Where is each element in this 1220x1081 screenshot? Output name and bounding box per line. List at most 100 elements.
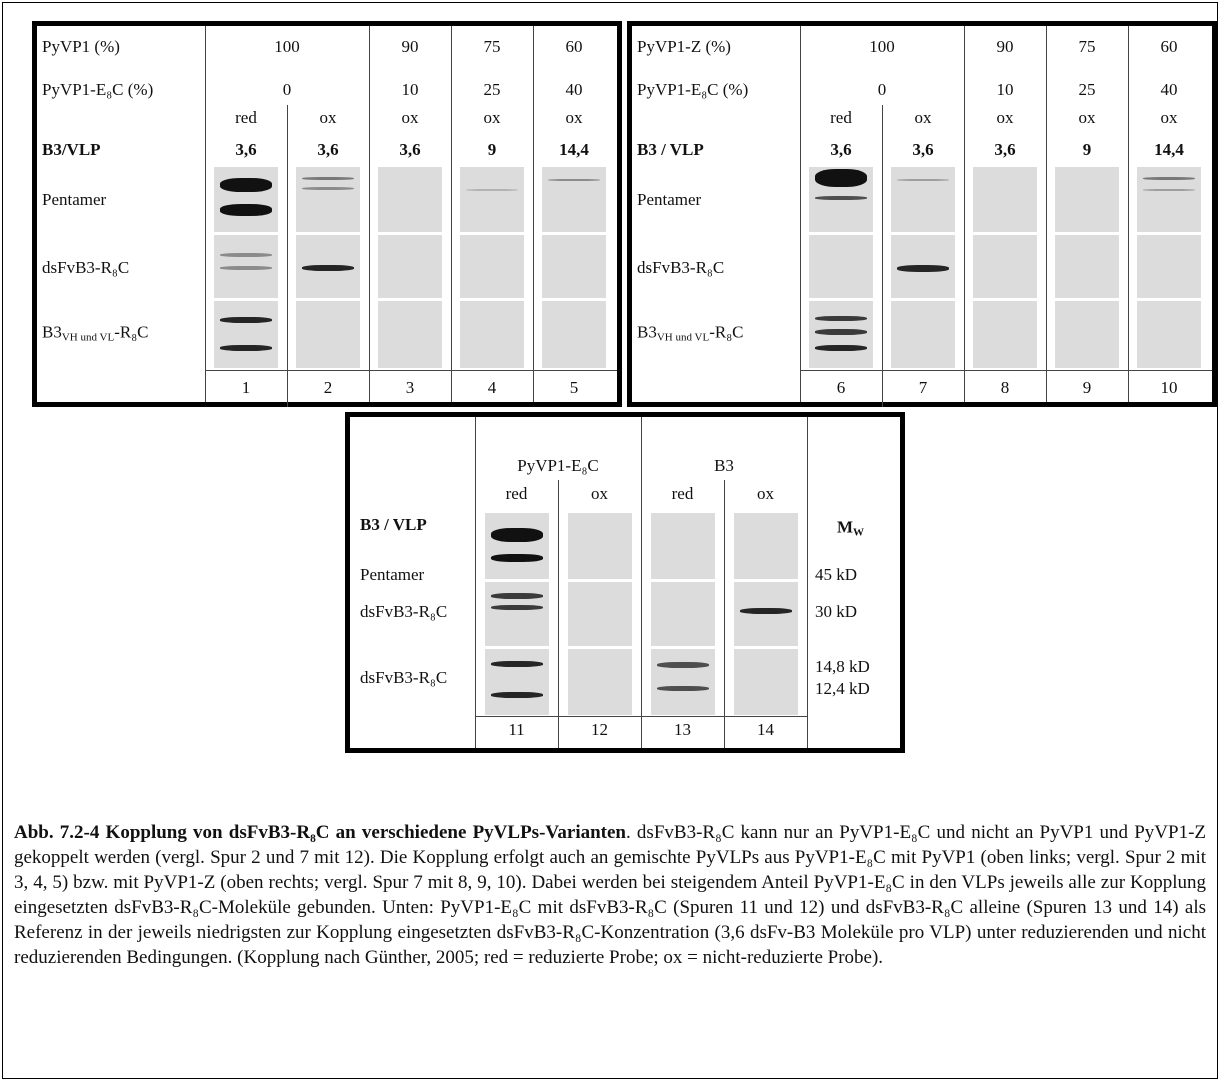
row-label: PyVP1-Z (%) — [637, 37, 731, 57]
band-label: Pentamer — [360, 565, 424, 585]
column-line — [475, 417, 476, 748]
column-line — [533, 26, 534, 402]
subscript: VH und VL — [62, 332, 114, 344]
gel-section — [542, 301, 606, 368]
label-part: Pentamer — [42, 190, 106, 209]
b3-value: 9 — [1083, 140, 1092, 160]
b3-value: 3,6 — [235, 140, 256, 160]
row-label: B3/VLP — [42, 140, 101, 160]
label-part: dsFvB3-R₈C — [360, 668, 447, 687]
gel-section — [542, 167, 606, 232]
caption: Abb. 7.2-4 Kopplung von dsFvB3-R₈C an ve… — [14, 820, 1206, 970]
mw-value: 45 kD — [815, 565, 857, 585]
lane-number: 2 — [324, 378, 333, 398]
gel-section — [485, 649, 549, 715]
lane-number: 12 — [591, 720, 608, 740]
label-part: -R₈C — [709, 323, 743, 342]
ratio-value: 90 — [402, 37, 419, 57]
band-label: Pentamer — [637, 190, 701, 210]
gel-section — [973, 235, 1037, 298]
gel-band — [491, 593, 543, 599]
ratio-value: 90 — [997, 37, 1014, 57]
lane-number: 8 — [1001, 378, 1010, 398]
column-line — [882, 105, 883, 407]
gel-band — [491, 554, 543, 562]
band-label: B3VH und VL-R₈C — [637, 323, 743, 344]
gel-section — [1055, 235, 1119, 298]
label-part: dsFvB3-R₈C — [42, 258, 129, 277]
column-line — [807, 417, 808, 748]
gel-section — [734, 513, 798, 579]
page: Abb. 7.2-4 Kopplung von dsFvB3-R₈C an ve… — [0, 0, 1220, 1081]
gel-section — [1137, 301, 1201, 368]
ratio-value: 40 — [1161, 80, 1178, 100]
label-part: Pentamer — [637, 190, 701, 209]
column-line — [287, 105, 288, 407]
condition: ox — [591, 484, 608, 504]
row-label: PyVP1-E₈C (%) — [637, 80, 748, 100]
gel-band — [1143, 189, 1195, 191]
gel-section — [973, 301, 1037, 368]
group-label: B3 — [714, 456, 734, 476]
band-label: dsFvB3-R₈C — [42, 258, 129, 278]
column-line — [1128, 26, 1129, 402]
gel-band — [220, 317, 272, 323]
subscript: W — [853, 527, 864, 539]
caption-text: . dsFvB3-R₈C kann nur an PyVP1-E₈C und n… — [14, 822, 1206, 968]
gel-section — [891, 301, 955, 368]
gel-band — [220, 345, 272, 351]
ratio-value: 40 — [566, 80, 583, 100]
lane-number: 9 — [1083, 378, 1092, 398]
b3-value: 3,6 — [399, 140, 420, 160]
band-label: dsFvB3-R₈C — [637, 258, 724, 278]
ratio-value: 60 — [566, 37, 583, 57]
label-part: Pentamer — [360, 565, 424, 584]
gel-section — [734, 649, 798, 715]
gel-band — [491, 605, 543, 610]
row-line — [475, 716, 807, 717]
ratio-value: 10 — [402, 80, 419, 100]
gel-section — [734, 582, 798, 646]
gel-band — [815, 316, 867, 321]
mw-value: 30 kD — [815, 602, 857, 622]
gel-band — [897, 265, 949, 272]
gel-band — [220, 204, 272, 216]
b3-value: 14,4 — [559, 140, 589, 160]
gel-band — [220, 266, 272, 270]
ratio-value: 100 — [274, 37, 300, 57]
column-line — [641, 417, 642, 748]
label-part: dsFvB3-R₈C — [637, 258, 724, 277]
gel-section — [378, 301, 442, 368]
gel-section — [568, 513, 632, 579]
gel-section — [460, 301, 524, 368]
gel-section — [485, 513, 549, 579]
b3-value: 3,6 — [994, 140, 1015, 160]
gel-section — [809, 235, 873, 298]
column-line — [800, 26, 801, 402]
group-label: PyVP1-E₈C — [517, 456, 599, 476]
lane-number: 6 — [837, 378, 846, 398]
gel-band — [1143, 177, 1195, 180]
lane-number: 11 — [508, 720, 524, 740]
condition: ox — [484, 108, 501, 128]
gel-section — [568, 582, 632, 646]
gel-section — [460, 167, 524, 232]
gel-band — [220, 178, 272, 192]
condition: ox — [915, 108, 932, 128]
band-label: dsFvB3-R₈C — [360, 668, 447, 688]
label-part: M — [837, 518, 853, 537]
mw-value: 12,4 kD — [815, 679, 870, 699]
condition: ox — [757, 484, 774, 504]
b3-value: 3,6 — [912, 140, 933, 160]
gel-section — [651, 582, 715, 646]
label-part: B3 — [42, 323, 62, 342]
condition: red — [506, 484, 528, 504]
band-label: dsFvB3-R₈C — [360, 602, 447, 622]
row-label: B3 / VLP — [360, 515, 427, 535]
gel-section — [485, 582, 549, 646]
gel-section — [1055, 167, 1119, 232]
gel-band — [220, 253, 272, 257]
condition: red — [830, 108, 852, 128]
gel-section — [1055, 301, 1119, 368]
gel-section — [568, 649, 632, 715]
